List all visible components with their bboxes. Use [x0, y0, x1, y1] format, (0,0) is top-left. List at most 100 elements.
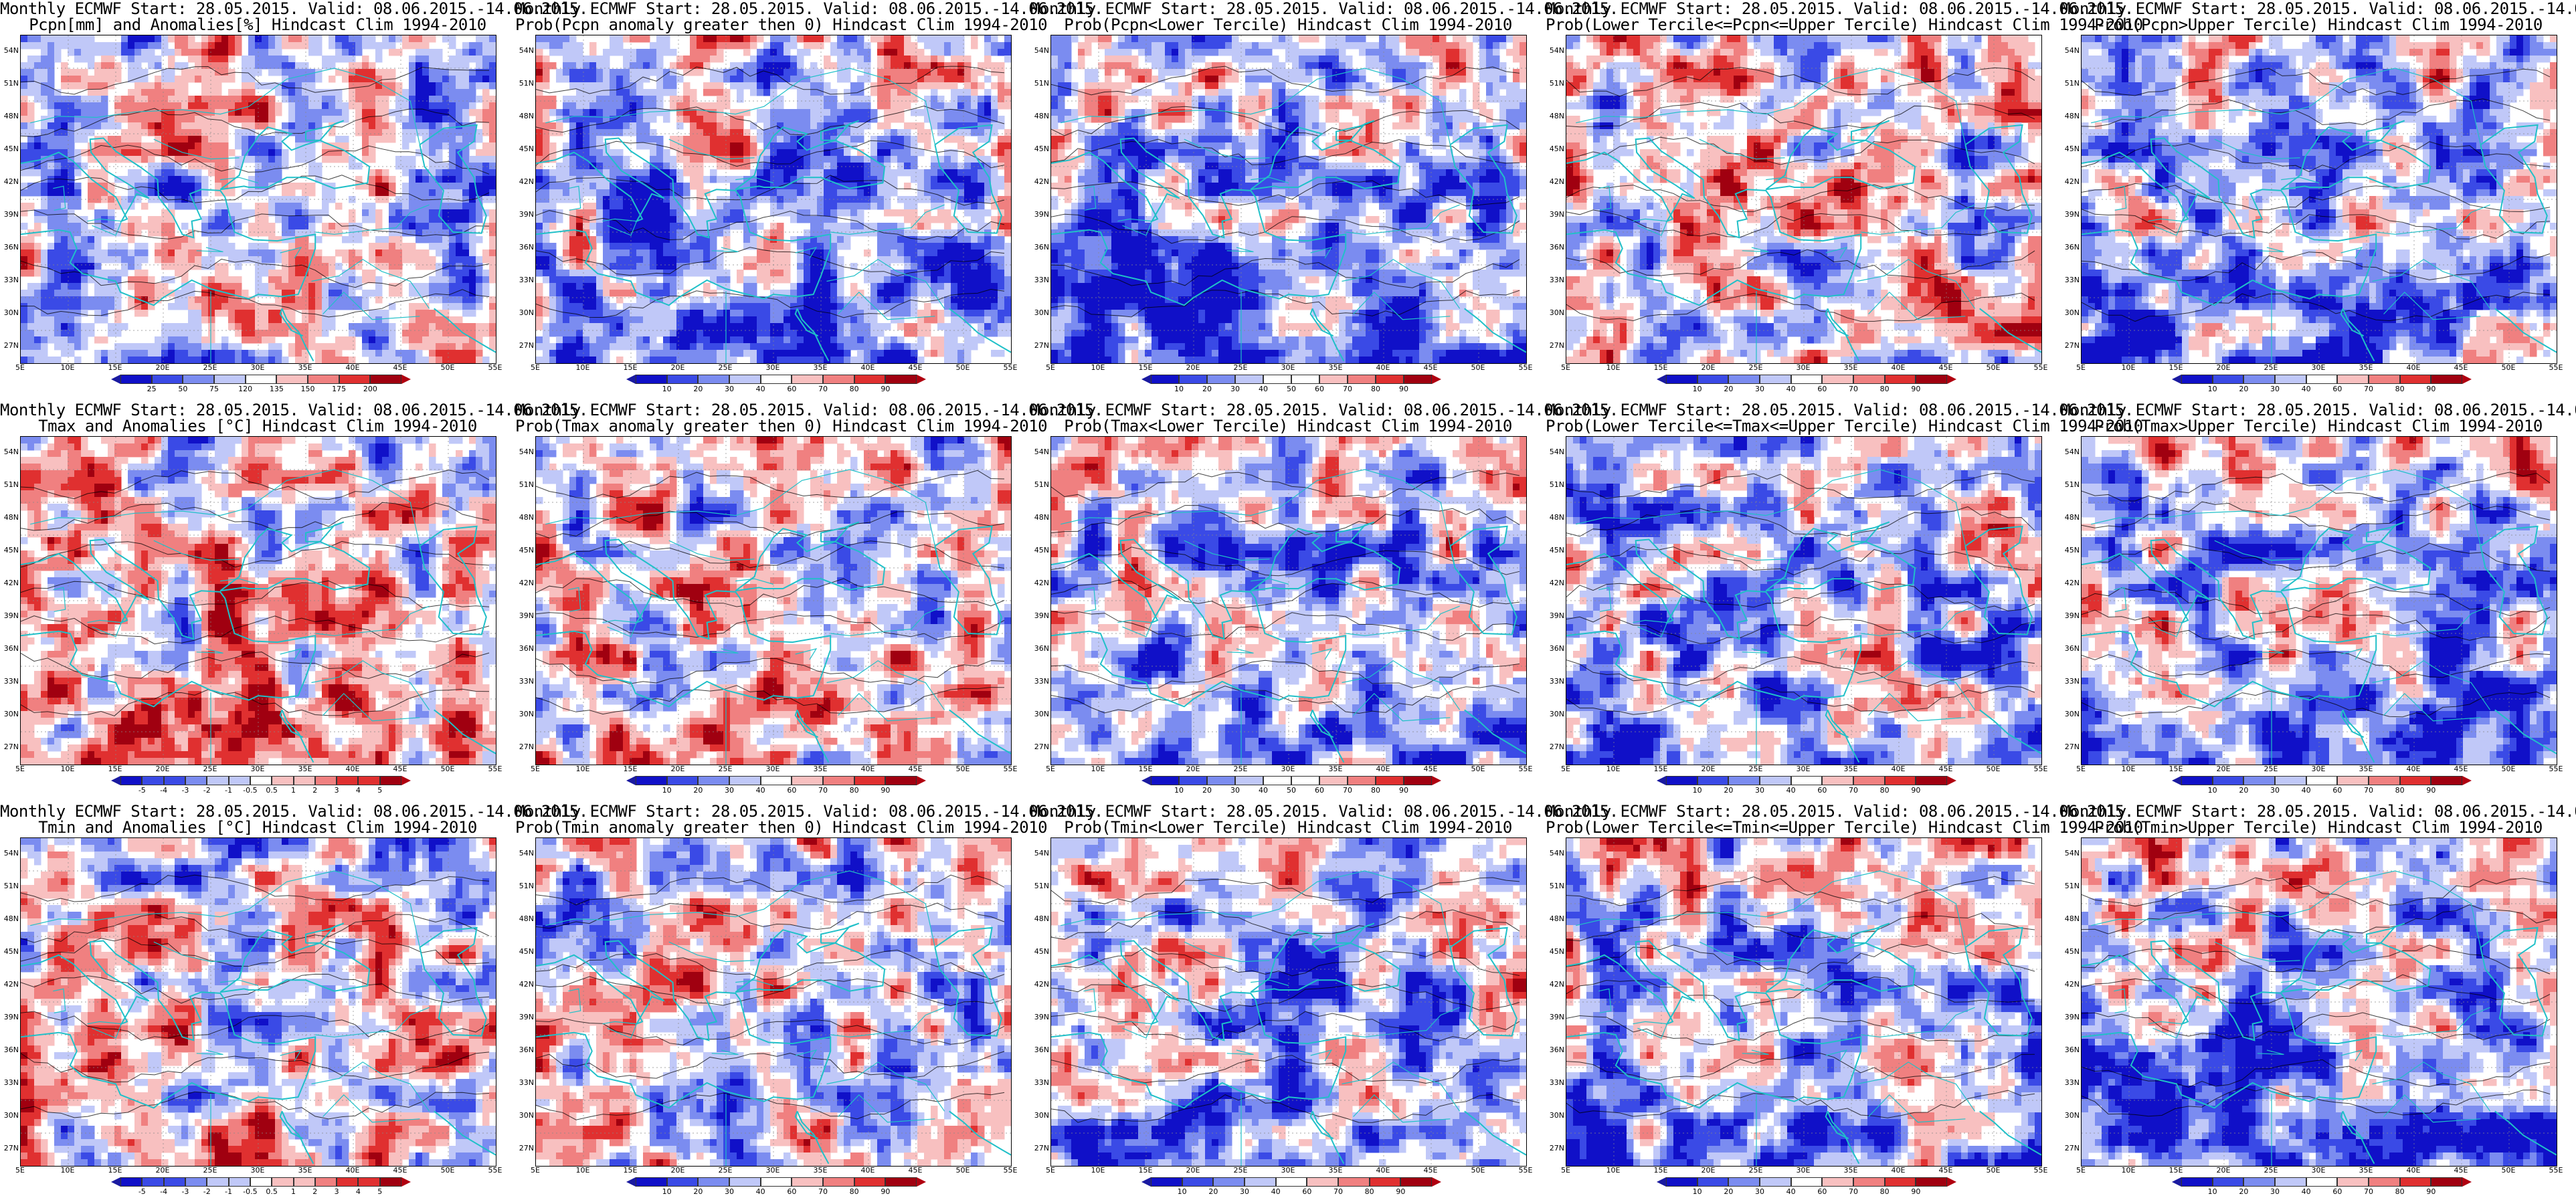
- latitude-label: 36N: [515, 1046, 534, 1054]
- country-border: [1061, 68, 1451, 145]
- longitude-label: 25E: [203, 765, 217, 773]
- longitude-label: 15E: [108, 1167, 122, 1175]
- longitude-label: 50E: [2502, 765, 2516, 773]
- coastline: [796, 308, 830, 362]
- latitude-label: 30N: [2061, 710, 2080, 718]
- colorbar-tick-label: 10: [2208, 1188, 2217, 1196]
- panel-title-line2: Prob(Pcpn>Upper Tercile) Hindcast Clim 1…: [2061, 16, 2576, 33]
- longitude-label: 40E: [861, 765, 875, 773]
- latitude-label: 27N: [0, 1144, 19, 1152]
- panel-title-line1: Monthly ECMWF Start: 28.05.2015. Valid: …: [515, 401, 1103, 419]
- panel-title-line2: Prob(Tmin anomaly greater then 0) Hindca…: [515, 819, 1048, 836]
- isoline: [1566, 546, 2035, 576]
- country-border: [2148, 1021, 2183, 1039]
- longitude-label: 15E: [108, 765, 122, 773]
- colorbar-tick-label: 80: [850, 787, 859, 795]
- longitude-label: 5E: [2076, 364, 2086, 372]
- colorbar-tick-label: 30: [2270, 787, 2280, 795]
- isoline: [536, 578, 1005, 607]
- country-border: [1868, 692, 1966, 722]
- panel-title-line1: Monthly ECMWF Start: 28.05.2015. Valid: …: [1546, 0, 2134, 17]
- longitude-label: 5E: [1561, 364, 1570, 372]
- colorbar-segment: [823, 1177, 854, 1187]
- longitude-label: 10E: [2122, 1167, 2136, 1175]
- coastline: [419, 926, 487, 1037]
- longitude-label: 25E: [1749, 364, 1763, 372]
- colorbar-segment: [2243, 1177, 2276, 1187]
- country-border: [2376, 605, 2490, 636]
- colorbar-ticks: -5 -4 -3 -2 -1 -0.5 0.5 1 2 3 4 5: [120, 1188, 401, 1197]
- isoline: [536, 685, 1005, 715]
- coastline: [2082, 538, 2377, 708]
- country-border: [87, 1021, 122, 1039]
- country-border: [1061, 469, 1451, 546]
- colorbar-segment: [760, 1177, 792, 1187]
- latitude-label: 51N: [0, 882, 19, 890]
- colorbar-tick-label: 150: [301, 385, 315, 393]
- colorbar-tick-label: 4: [356, 787, 361, 795]
- latitude-label: 33N: [1546, 1079, 1564, 1087]
- latitude-label: 42N: [515, 981, 534, 989]
- longitude-label: 45E: [909, 765, 923, 773]
- coastline: [1336, 521, 1375, 542]
- colorbar-tick-label: 90: [1911, 787, 1920, 795]
- country-border: [826, 1062, 945, 1112]
- colorbar-segment: [729, 375, 761, 384]
- forecast-map: [2081, 35, 2557, 364]
- isoline: [21, 615, 490, 645]
- isoline: [21, 209, 490, 239]
- latitude-label: 39N: [1030, 612, 1049, 620]
- latitude-label: 45N: [1030, 145, 1049, 153]
- isoline: [1051, 685, 1520, 714]
- longitude-label: 10E: [1606, 364, 1621, 372]
- isoline: [536, 540, 1005, 569]
- colorbar-segment: [2243, 776, 2276, 785]
- colorbar-arrow-right: [917, 375, 926, 384]
- coastline: [2082, 940, 2377, 1109]
- colorbar-segment: [1404, 375, 1432, 384]
- coastline: [1449, 525, 1517, 635]
- shaded-field: [1566, 838, 2041, 1166]
- latitude-label: 27N: [2061, 743, 2080, 751]
- longitude-label: 50E: [956, 1167, 970, 1175]
- coastline: [279, 709, 304, 738]
- latitude-label: 39N: [0, 211, 19, 219]
- country-border: [30, 68, 420, 145]
- isoline: [21, 651, 490, 679]
- isoline: [21, 258, 490, 288]
- country-border: [2340, 647, 2363, 660]
- isoline: [21, 540, 490, 568]
- country-border: [1699, 138, 1785, 160]
- latitude-label: 48N: [0, 514, 19, 522]
- country-border: [1742, 247, 1769, 252]
- coastline: [219, 126, 371, 191]
- colorbar-segment: [293, 776, 315, 785]
- longitude-label: 40E: [346, 765, 360, 773]
- latitude-label: 39N: [1546, 1013, 1564, 1021]
- country-border: [1117, 1021, 1153, 1039]
- isoline: [1566, 249, 2035, 280]
- colorbar-segment: [1235, 776, 1263, 785]
- colorbar-tick-label: 10: [1693, 385, 1702, 393]
- colorbar-tick-label: 30: [725, 385, 734, 393]
- country-border: [1342, 660, 1461, 710]
- colorbar-tick-label: 80: [1371, 385, 1380, 393]
- longitude-label: 50E: [1471, 765, 1485, 773]
- longitude-label: 40E: [1376, 765, 1390, 773]
- longitude-label: 45E: [1939, 765, 1953, 773]
- colorbar-segment: [185, 1177, 207, 1187]
- isoline: [1566, 472, 2035, 499]
- country-border: [1353, 1094, 1451, 1123]
- map-field-svg: [1566, 437, 2041, 765]
- longitude-label: 45E: [909, 1167, 923, 1175]
- latitude-label: 45N: [2061, 948, 2080, 956]
- latitude-label: 39N: [515, 612, 534, 620]
- country-border: [1825, 647, 1848, 660]
- colorbar-segment: [885, 776, 917, 785]
- longitude-label: 10E: [1606, 1167, 1621, 1175]
- country-border: [2376, 1007, 2490, 1037]
- shaded-field: [1051, 838, 1526, 1166]
- colorbar-segment: [1307, 1177, 1339, 1187]
- longitude-label: 30E: [1797, 1167, 1811, 1175]
- longitude-label: 30E: [1797, 765, 1811, 773]
